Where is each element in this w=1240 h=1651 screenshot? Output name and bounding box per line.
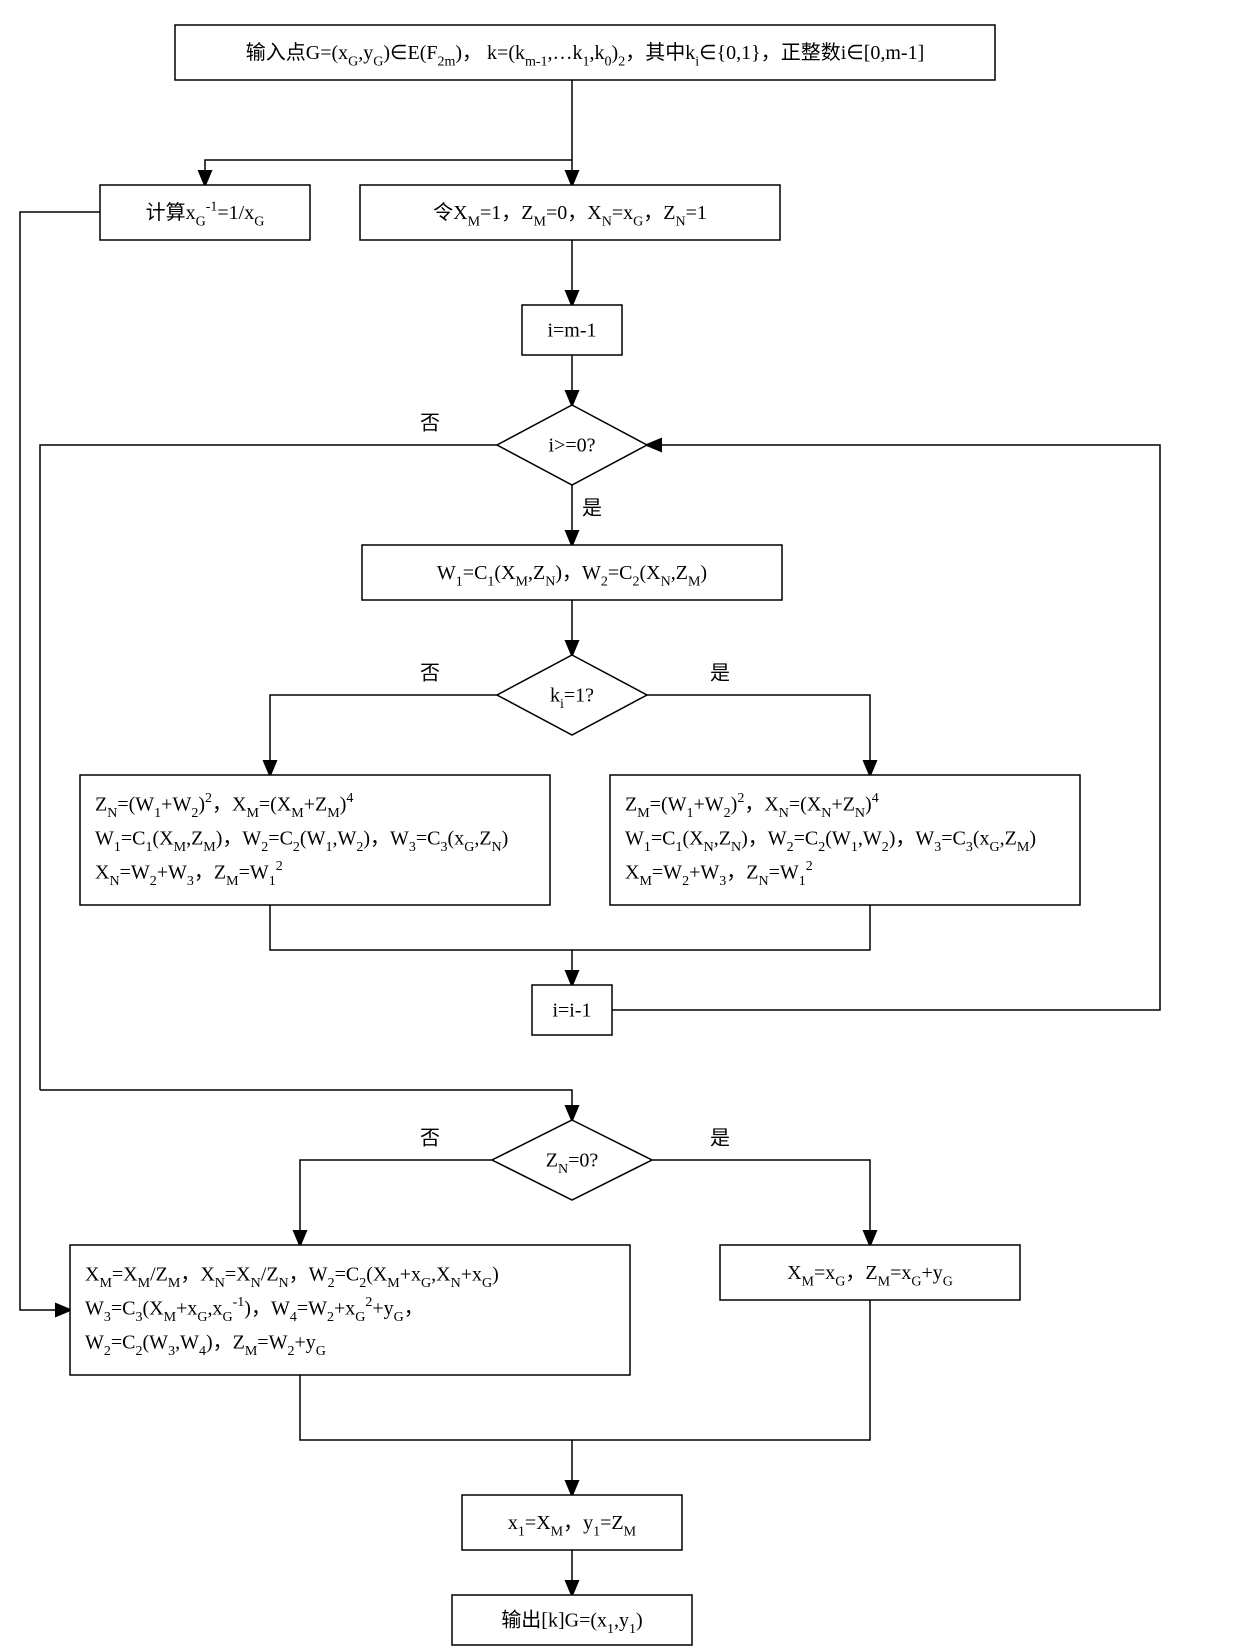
edge-d_k no <box>270 695 497 775</box>
edge-label-d_i yes: 是 <box>582 498 602 520</box>
node-d_i: i>=0? <box>497 405 647 485</box>
nodes-layer: 输入点G=(xG,yG)∈E(F2m)， k=(km-1,…k1,k0)2，其中… <box>70 25 1080 1645</box>
node-seti: i=m-1 <box>522 305 622 355</box>
node-seti-text: i=m-1 <box>547 320 596 342</box>
edge-label-d_k no: 否 <box>420 663 440 685</box>
node-zyes: XM=xG，ZM=xG+yG <box>720 1245 1020 1300</box>
edge-d_i no <box>40 445 497 1090</box>
edge-label-d_k yes: 是 <box>710 663 730 685</box>
node-init: 令XM=1，ZM=0，XN=xG，ZN=1 <box>360 185 780 240</box>
edge-d_z yes <box>652 1160 870 1245</box>
edge-branch1 <box>572 905 870 950</box>
node-deci: i=i-1 <box>532 985 612 1035</box>
edge-deci <box>612 445 1160 1010</box>
edge-d_z no <box>300 1160 492 1245</box>
node-assign: x1=XM，y1=ZM <box>462 1495 682 1550</box>
edge-label-d_i no: 否 <box>420 413 440 435</box>
node-calc_inv: 计算xG-1=1/xG <box>100 185 310 240</box>
node-branch0: ZN=(W1+W2)2，XM=(XM+ZM)4W1=C1(XM,ZM)，W2=C… <box>80 775 550 905</box>
node-branch1: ZM=(W1+W2)2，XN=(XN+ZN)4W1=C1(XN,ZN)，W2=C… <box>610 775 1080 905</box>
edge-label-d_z yes: 是 <box>710 1128 730 1150</box>
edge-label-d_z no: 否 <box>420 1128 440 1150</box>
edge-input <box>205 160 572 185</box>
node-input: 输入点G=(xG,yG)∈E(F2m)， k=(km-1,…k1,k0)2，其中… <box>175 25 995 80</box>
node-d_k: ki=1? <box>497 655 647 735</box>
node-w12: W1=C1(XM,ZN)，W2=C2(XN,ZM) <box>362 545 782 600</box>
edge-branch0 <box>270 905 572 950</box>
flowchart-canvas: 输入点G=(xG,yG)∈E(F2m)， k=(km-1,…k1,k0)2，其中… <box>0 0 1240 1651</box>
edge-calc_inv <box>20 212 100 1310</box>
edge-zno <box>300 1375 572 1440</box>
node-d_i-text: i>=0? <box>549 435 596 457</box>
node-deci-text: i=i-1 <box>552 1000 591 1022</box>
node-d_z: ZN=0? <box>492 1120 652 1200</box>
node-output: 输出[k]G=(x1,y1) <box>452 1595 692 1645</box>
edge-d_i no2 <box>40 1090 572 1120</box>
edge-d_k yes <box>647 695 870 775</box>
node-zno: XM=XM/ZM，XN=XN/ZN，W2=C2(XM+xG,XN+xG)W3=C… <box>70 1245 630 1375</box>
